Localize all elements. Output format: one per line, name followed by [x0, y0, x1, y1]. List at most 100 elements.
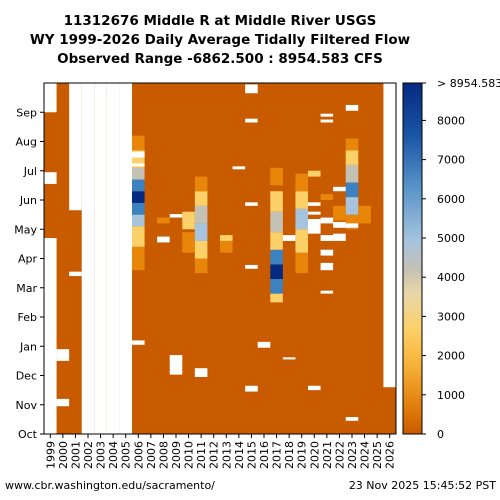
heatmap-cell — [345, 182, 359, 198]
colorbar-tick-label: 2000 — [437, 350, 465, 363]
heatmap-missing-cell — [44, 238, 57, 434]
heatmap-missing-cell — [69, 271, 82, 277]
x-tick-label: 2020 — [308, 441, 321, 469]
heatmap-missing-cell — [345, 223, 359, 228]
y-tick-label: Jan — [19, 340, 37, 353]
colorbar-tick-label: 0 — [437, 428, 444, 441]
heatmap-missing-cell — [245, 84, 258, 94]
heatmap-missing-cell — [383, 83, 396, 388]
heatmap-missing-cell — [44, 172, 57, 184]
heatmap-missing-cell — [194, 368, 208, 377]
heatmap-cell — [295, 252, 308, 274]
heatmap-missing-cell — [69, 83, 82, 211]
heatmap-cell — [220, 235, 233, 241]
x-tick-label: 2009 — [170, 441, 183, 469]
heatmap-cell — [132, 226, 145, 247]
y-tick-label: Nov — [16, 399, 38, 412]
heatmap-cell — [345, 197, 359, 215]
heatmap-missing-cell — [320, 262, 334, 271]
y-tick-label: Apr — [18, 253, 38, 266]
x-tick-label: 2016 — [258, 441, 271, 469]
heatmap-missing-cell — [245, 264, 258, 269]
x-tick-label: 2021 — [321, 441, 334, 469]
plot-area: Oct Nov Dec Jan Feb Mar Apr May Jun Jul Aug Sep 1999… — [14, 82, 397, 469]
heatmap-missing-cell — [345, 104, 359, 111]
heatmap-cell — [270, 167, 283, 186]
x-tick-label: 2024 — [359, 441, 372, 469]
x-tick-label: 2004 — [107, 441, 120, 469]
heatmap-cell — [194, 240, 208, 259]
x-tick-label: 2018 — [283, 441, 296, 469]
colorbar: 0 1000 2000 3000 4000 5000 6000 7000 8000 > 8954.… — [402, 77, 500, 441]
colorbar-tick-label: 6000 — [437, 193, 465, 206]
heatmap-missing-cell — [132, 151, 145, 158]
x-tick-label: 2022 — [333, 441, 346, 469]
heatmap-missing-cell — [157, 236, 170, 243]
colorbar-tick-label: 4000 — [437, 271, 465, 284]
heatmap-cell — [132, 214, 145, 227]
heatmap-missing-cell — [320, 235, 334, 241]
heatmap-missing-cell — [119, 83, 132, 434]
heatmap-missing-cell — [320, 113, 334, 117]
x-tick-label: 1999 — [44, 441, 57, 469]
heatmap-cell — [345, 164, 359, 183]
heatmap-missing-cell — [257, 341, 271, 348]
x-tick-label: 2017 — [271, 441, 284, 469]
chart-title-line-3: Observed Range -6862.500 : 8954.583 CFS — [57, 51, 383, 67]
heatmap-missing-cell — [308, 202, 321, 206]
heatmap-missing-cell — [308, 219, 321, 234]
heatmap-missing-cell — [44, 83, 57, 113]
x-tick-label: 2025 — [371, 441, 384, 469]
heatmap-cell — [182, 232, 195, 253]
heatmap-cell — [295, 173, 308, 192]
x-tick-label: 2011 — [195, 441, 208, 469]
heatmap-cell — [132, 246, 145, 271]
x-tick-label: 2005 — [120, 441, 133, 469]
y-tick-label: Feb — [18, 311, 37, 324]
x-tick-label: 2010 — [183, 441, 196, 469]
heatmap-missing-cell — [320, 217, 334, 224]
heatmap-cell — [194, 191, 208, 206]
heatmap-cell — [194, 205, 208, 224]
heatmap-missing-cell — [308, 385, 321, 391]
heatmap-cell — [308, 170, 321, 177]
y-tick-label: Aug — [16, 136, 37, 149]
heatmap-cell — [270, 191, 283, 212]
heatmap-cell — [132, 167, 145, 180]
heatmap-missing-cell — [56, 398, 70, 407]
x-tick-label: 2000 — [57, 441, 70, 469]
y-tick-label: Jun — [19, 194, 37, 207]
x-tick-label: 2003 — [95, 441, 108, 469]
heatmap-cell — [132, 135, 145, 151]
chart-title-line-2: WY 1999-2026 Daily Average Tidally Filte… — [30, 32, 410, 48]
x-tick-label: 2019 — [296, 441, 309, 469]
colorbar-tick-label: 7000 — [437, 154, 465, 167]
heatmap-cell — [358, 205, 371, 224]
heatmap-missing-cell — [333, 221, 346, 228]
heatmap-missing-cell — [245, 118, 258, 123]
heatmap-missing-cell — [132, 340, 145, 345]
heatmap-missing-cell — [308, 211, 321, 215]
heatmap-missing-cell — [232, 166, 246, 170]
colorbar-tick-label: 1000 — [437, 389, 465, 402]
x-tick-label: 2026 — [384, 441, 397, 469]
heatmap-missing-cell — [320, 119, 334, 123]
heatmap-cell — [270, 264, 283, 279]
y-tick-label: Dec — [16, 370, 37, 383]
heatmap-missing-cell — [56, 349, 70, 361]
x-tick-label: 2006 — [132, 441, 145, 469]
chart-title-line-1: 11312676 Middle R at Middle River USGS — [64, 13, 377, 29]
y-tick-label: May — [14, 223, 37, 236]
heatmap-missing-cell — [333, 186, 346, 192]
heatmap-cell — [220, 240, 233, 253]
heatmap-cell — [132, 202, 145, 215]
y-tick-label: Sep — [16, 106, 37, 119]
x-tick-label: 2002 — [82, 441, 95, 469]
x-tick-label: 2013 — [220, 441, 233, 469]
x-tick-label: 2012 — [208, 441, 221, 469]
x-tick-label: 2015 — [245, 441, 258, 469]
heatmap-cell — [194, 258, 208, 274]
heatmap-missing-cell — [245, 385, 258, 392]
heatmap-missing-cell — [320, 290, 334, 294]
